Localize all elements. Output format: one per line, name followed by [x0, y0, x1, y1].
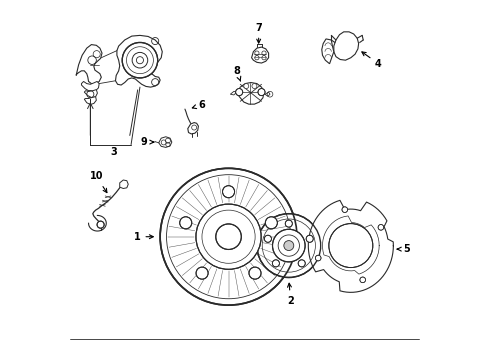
Circle shape [122, 42, 157, 78]
Circle shape [264, 235, 271, 242]
Circle shape [244, 84, 248, 89]
Text: 4: 4 [361, 52, 381, 69]
Circle shape [272, 260, 279, 267]
Polygon shape [321, 39, 333, 64]
Circle shape [251, 84, 256, 89]
Circle shape [235, 89, 242, 96]
Polygon shape [308, 200, 392, 292]
Text: 10: 10 [89, 171, 107, 193]
Circle shape [222, 186, 234, 198]
Polygon shape [84, 97, 96, 104]
Circle shape [305, 235, 313, 242]
Polygon shape [81, 81, 99, 91]
Polygon shape [120, 180, 128, 189]
Circle shape [298, 260, 305, 267]
Text: 2: 2 [286, 283, 293, 306]
Polygon shape [236, 82, 264, 104]
Circle shape [341, 207, 347, 212]
Text: 1: 1 [133, 232, 153, 242]
Circle shape [265, 217, 277, 229]
Polygon shape [251, 47, 268, 63]
Circle shape [180, 217, 191, 229]
Circle shape [256, 214, 320, 278]
Polygon shape [333, 32, 358, 60]
Polygon shape [115, 35, 162, 87]
Circle shape [160, 168, 296, 305]
Text: 6: 6 [192, 100, 205, 110]
Circle shape [315, 255, 320, 261]
Circle shape [248, 267, 261, 279]
Circle shape [328, 224, 372, 267]
Text: 9: 9 [140, 137, 153, 147]
Circle shape [196, 204, 261, 269]
Polygon shape [322, 216, 378, 274]
Circle shape [272, 229, 305, 262]
Text: 7: 7 [255, 23, 262, 43]
Text: 3: 3 [110, 147, 117, 157]
Text: 5: 5 [396, 244, 409, 254]
Polygon shape [76, 45, 102, 84]
Circle shape [258, 89, 264, 96]
Polygon shape [230, 91, 236, 95]
Polygon shape [84, 90, 97, 98]
Circle shape [359, 277, 365, 283]
Circle shape [215, 224, 241, 249]
Polygon shape [187, 123, 198, 134]
Circle shape [97, 221, 104, 228]
Polygon shape [159, 137, 171, 147]
Polygon shape [264, 92, 269, 96]
Circle shape [196, 267, 208, 279]
Circle shape [285, 220, 292, 227]
Text: 8: 8 [233, 66, 240, 81]
Circle shape [283, 240, 293, 251]
Circle shape [377, 225, 383, 230]
